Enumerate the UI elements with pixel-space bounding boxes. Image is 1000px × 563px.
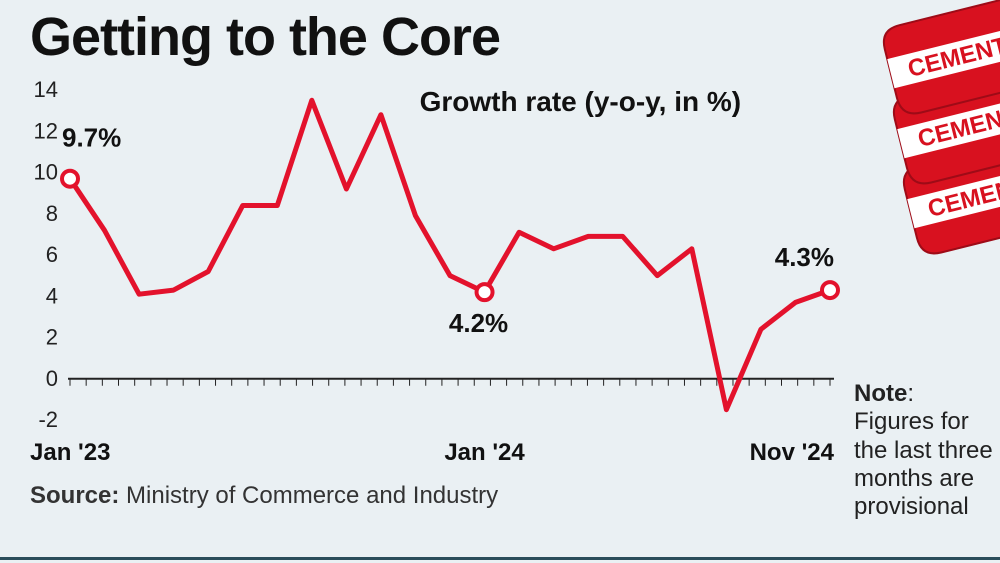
data-callout: 9.7%: [62, 123, 121, 153]
source-line: Source: Ministry of Commerce and Industr…: [30, 482, 498, 510]
x-axis-label: Nov '24: [750, 439, 835, 466]
note-text: Figures for the last three months are pr…: [854, 408, 993, 520]
svg-text:4: 4: [46, 283, 58, 308]
svg-text:14: 14: [34, 77, 58, 102]
footnote: Note: Figures for the last three months …: [854, 380, 994, 522]
note-label: Note: [854, 380, 907, 407]
svg-text:0: 0: [46, 366, 58, 391]
svg-text:8: 8: [46, 201, 58, 226]
source-text: Ministry of Commerce and Industry: [126, 482, 498, 509]
x-axis-label: Jan '23: [30, 439, 110, 466]
infographic-root: Getting to the Core Growth rate (y-o-y, …: [0, 0, 1000, 563]
svg-text:6: 6: [46, 242, 58, 267]
chart-title: Getting to the Core: [30, 6, 500, 68]
line-chart: -2024681012149.7%4.2%4.3%Jan '23Jan '24N…: [10, 70, 890, 520]
svg-text:10: 10: [34, 160, 58, 185]
svg-text:2: 2: [46, 325, 58, 350]
cement-bags-graphic: CEMENT50 kgCEMENT50 kgCEMENT50 kg: [820, 0, 1000, 300]
svg-text:-2: -2: [38, 407, 58, 432]
data-callout: 4.2%: [449, 308, 508, 338]
svg-text:12: 12: [34, 118, 58, 143]
bottom-rule: [0, 557, 1000, 560]
source-label: Source:: [30, 482, 119, 509]
x-axis-label: Jan '24: [444, 439, 525, 466]
